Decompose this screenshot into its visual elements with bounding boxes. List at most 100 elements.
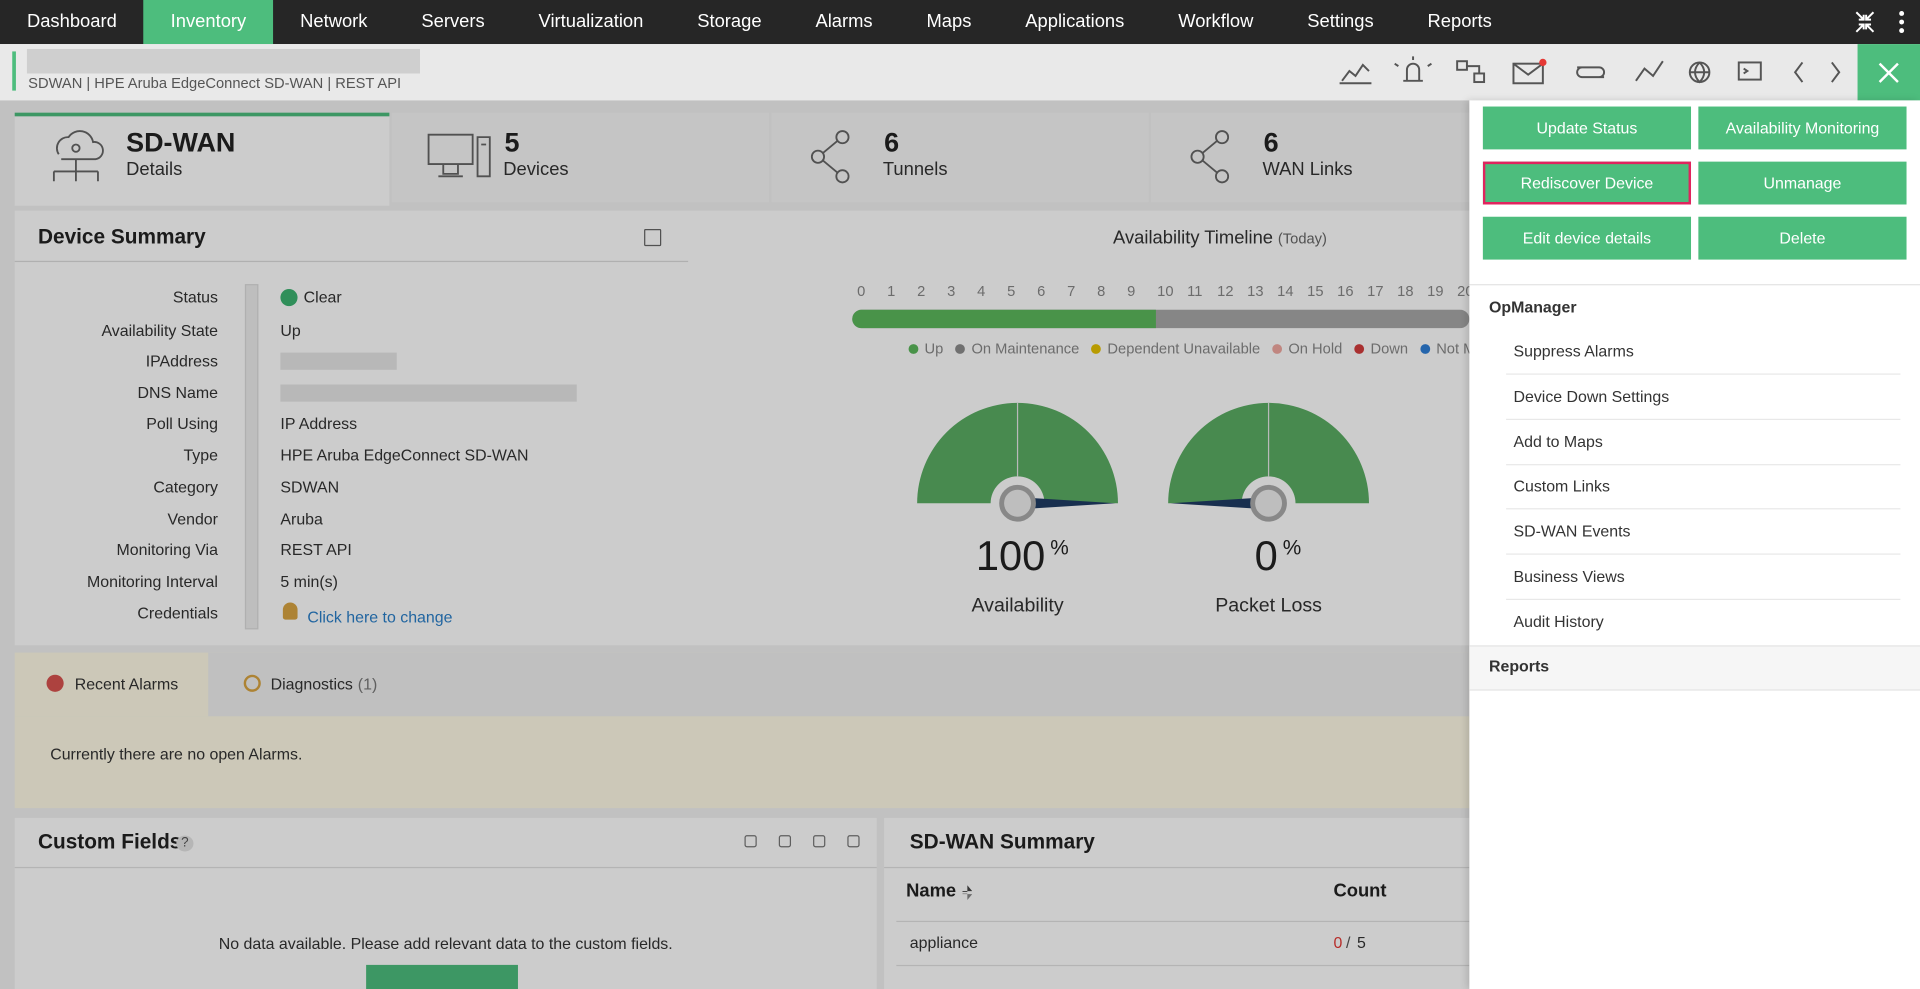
tile-label: Details <box>126 159 183 181</box>
status-icon <box>280 288 298 307</box>
row-count-open[interactable]: 0 <box>1333 933 1343 952</box>
icon <box>1190 149 1205 164</box>
panel-tool <box>778 835 792 848</box>
toolbar-icons[interactable] <box>1332 49 1859 96</box>
icon <box>52 130 104 182</box>
menu-item[interactable]: Custom Links <box>1513 477 1610 496</box>
scrollbar <box>244 284 259 630</box>
panel-tool <box>744 835 757 848</box>
field-value: REST API <box>280 540 352 559</box>
nav-item[interactable]: Servers <box>421 11 485 32</box>
nav-item[interactable]: Storage <box>697 11 762 32</box>
tile-icon <box>52 130 104 182</box>
legend-dot <box>1272 344 1283 354</box>
legend-dot <box>1420 344 1431 354</box>
close-panel[interactable] <box>1857 44 1920 101</box>
gauge-value: 100 <box>975 533 1046 580</box>
menu-item[interactable]: Add to Maps <box>1513 431 1603 451</box>
menu-separator <box>1506 463 1901 465</box>
field-value: IP Address <box>280 414 358 433</box>
action-button[interactable]: Update Status <box>1482 106 1692 150</box>
tab[interactable]: Recent Alarms <box>74 674 179 694</box>
nav-item[interactable]: Applications <box>1025 11 1125 32</box>
panel-title: Custom Fields <box>37 829 182 854</box>
action-button[interactable]: Availability Monitoring <box>1698 106 1907 150</box>
menu-item[interactable]: Suppress Alarms <box>1513 341 1634 361</box>
hour-label: 0 <box>857 282 866 300</box>
hour-label: 1 <box>887 282 896 300</box>
nav-item[interactable]: Reports <box>1427 11 1492 32</box>
field-label: Vendor <box>167 509 218 529</box>
icon <box>71 143 81 153</box>
hour-label: 11 <box>1187 282 1203 300</box>
field-value: Up <box>280 321 301 340</box>
hour-label: 6 <box>1037 282 1046 300</box>
key-icon <box>282 602 298 620</box>
action-button[interactable]: Delete <box>1698 216 1907 260</box>
tile-label: WAN Links <box>1262 159 1353 181</box>
menu-item[interactable]: Business Views <box>1513 567 1625 586</box>
nav-item[interactable]: Maps <box>926 11 972 32</box>
action-button[interactable]: Edit device details <box>1482 216 1692 260</box>
sdwan-panel <box>884 817 1470 989</box>
hour-label: 14 <box>1277 282 1294 300</box>
icon <box>810 149 826 164</box>
nav-item[interactable]: Network <box>300 11 368 32</box>
icon <box>1201 140 1218 174</box>
credentials-link[interactable]: Click here to change <box>307 607 453 626</box>
column-header[interactable]: Name <box>906 880 957 902</box>
hour-label: 18 <box>1397 282 1414 300</box>
menu-item[interactable]: Audit History <box>1513 612 1604 631</box>
menu-separator <box>1506 553 1901 555</box>
nav-item[interactable]: Inventory <box>143 0 274 45</box>
timeline-title: Availability Timeline <box>1113 227 1274 249</box>
gauge-label: Packet Loss <box>1215 595 1322 617</box>
menu-item[interactable]: Device Down Settings <box>1513 386 1670 406</box>
edit-icon <box>644 228 662 247</box>
hour-label: 13 <box>1247 282 1264 300</box>
icon <box>822 140 839 174</box>
top-nav: Dashboard Inventory Network Servers Virtuali… <box>0 0 1920 45</box>
hour-label: 7 <box>1067 282 1076 300</box>
field-value: Clear <box>303 288 342 307</box>
field-value: SDWAN <box>280 477 340 497</box>
section-title[interactable]: Reports <box>1488 656 1550 675</box>
field-label: Status <box>172 288 218 307</box>
field-label: Type <box>183 445 218 465</box>
action-button[interactable]: Rediscover Device <box>1482 161 1692 205</box>
tab[interactable]: Diagnostics <box>270 674 353 694</box>
panel-header-line <box>884 866 1470 869</box>
nav-item[interactable]: Virtualization <box>538 11 644 32</box>
add-button <box>366 964 518 989</box>
field-value: Aruba <box>280 509 323 529</box>
section-divider <box>1469 284 1920 286</box>
nav-item[interactable]: Settings <box>1307 11 1374 32</box>
menu-item[interactable]: SD-WAN Events <box>1513 522 1631 541</box>
nav-tools[interactable] <box>1837 0 1920 44</box>
divider <box>14 260 689 263</box>
timeline-up <box>852 309 1156 329</box>
tile-title: SD-WAN <box>126 127 236 158</box>
help-icon[interactable]: ? <box>176 835 194 852</box>
nav-item[interactable]: Alarms <box>815 11 873 32</box>
breadcrumb: SDWAN | HPE Aruba EdgeConnect SD-WAN | R… <box>28 74 402 92</box>
nav-item[interactable]: Dashboard <box>26 11 117 32</box>
tile-count: 6 <box>884 127 900 158</box>
diag-icon <box>243 674 261 692</box>
field-label: Credentials <box>137 603 218 623</box>
action-button[interactable]: Unmanage <box>1698 161 1907 205</box>
legend-label: Up <box>924 340 944 358</box>
field-value: HPE Aruba EdgeConnect SD-WAN <box>280 445 529 465</box>
menu-separator <box>1506 418 1901 420</box>
hour-label: 17 <box>1367 282 1384 300</box>
gauge-unit: % <box>1282 536 1302 560</box>
gauge-hub <box>1250 484 1287 522</box>
timeline-header: Availability Timeline (Today) <box>1113 228 1327 250</box>
nav-item[interactable]: Workflow <box>1178 11 1254 32</box>
legend-label: Down <box>1370 340 1409 358</box>
legend-dot <box>1091 344 1102 354</box>
gauge <box>917 402 1118 522</box>
gauge-value: 0 <box>1254 533 1278 580</box>
tile-icon <box>427 133 491 178</box>
